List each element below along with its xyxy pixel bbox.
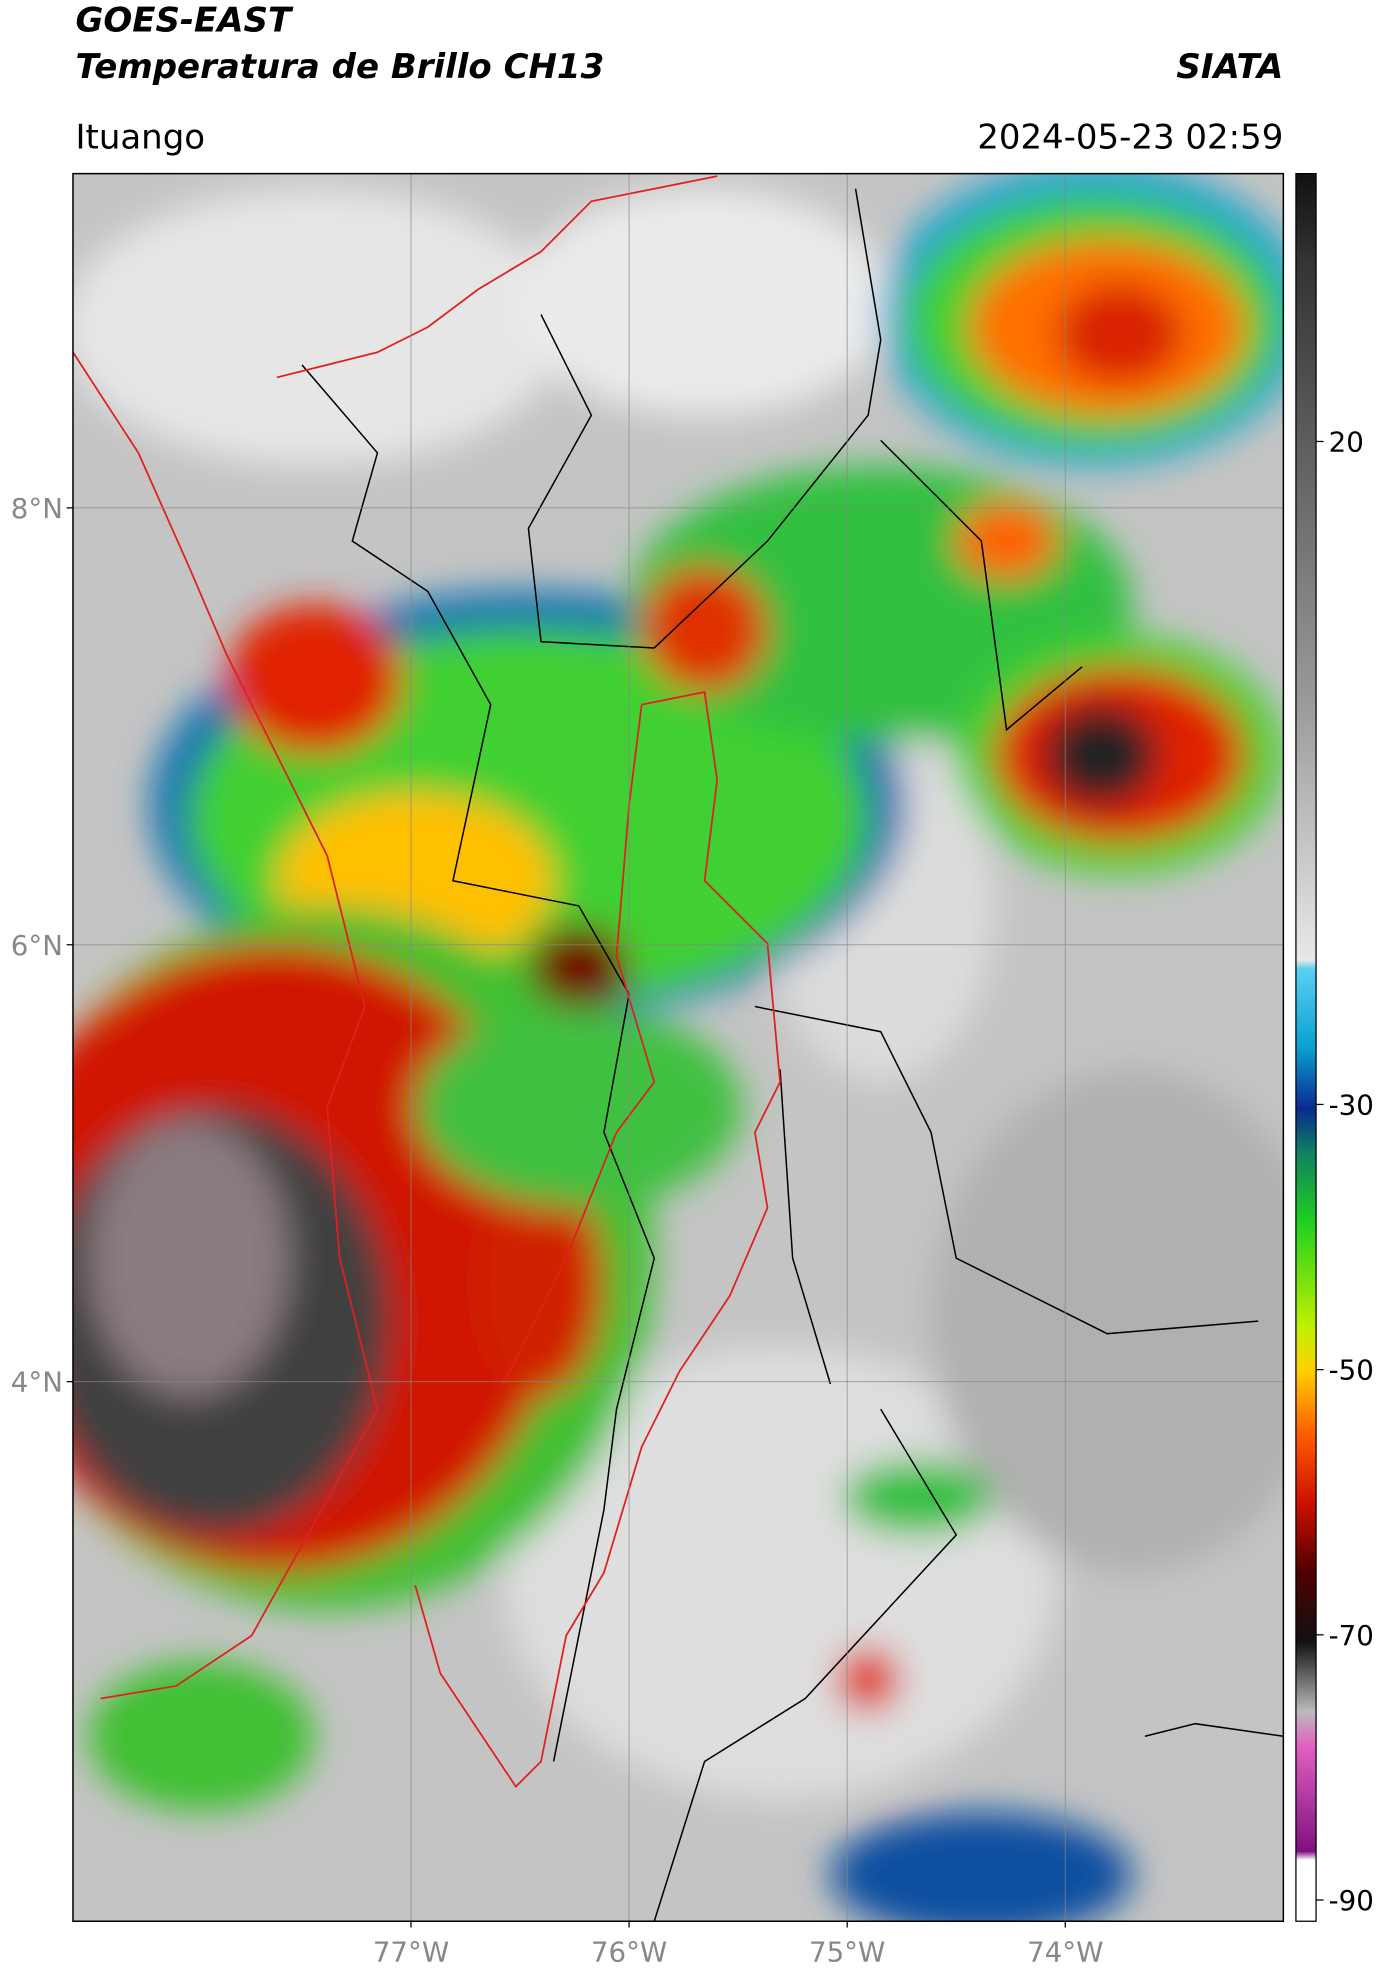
lat-tick-label: 6°N xyxy=(11,929,63,962)
colorbar-tick-label: -90 xyxy=(1329,1884,1374,1917)
lon-tick-label: 74°W xyxy=(1027,1935,1103,1968)
lat-tick-label: 4°N xyxy=(11,1366,63,1399)
org: SIATA xyxy=(1176,47,1283,87)
lon-tick-label: 77°W xyxy=(373,1935,449,1968)
colorbar-tick-label: -70 xyxy=(1329,1619,1374,1652)
location: Ituango xyxy=(75,117,205,157)
colorbar-tick-label: 20 xyxy=(1329,426,1364,459)
lat-tick-label: 8°N xyxy=(11,492,63,525)
lon-tick-label: 76°W xyxy=(591,1935,667,1968)
graticule xyxy=(72,173,1284,1922)
satellite: GOES-EAST xyxy=(75,0,293,40)
lon-tick-label: 75°W xyxy=(809,1935,885,1968)
borders xyxy=(301,188,1284,1922)
product: Temperatura de Brillo CH13 xyxy=(75,47,604,87)
colorbar-tick-label: -30 xyxy=(1329,1089,1374,1122)
satellite-image xyxy=(72,173,1284,1922)
map-frame xyxy=(72,172,1285,1922)
dept-borders xyxy=(72,175,781,1788)
colorbar xyxy=(1295,172,1317,1922)
colorbar-tick-label: -50 xyxy=(1329,1354,1374,1387)
datetime: 2024-05-23 02:59 xyxy=(977,117,1283,157)
